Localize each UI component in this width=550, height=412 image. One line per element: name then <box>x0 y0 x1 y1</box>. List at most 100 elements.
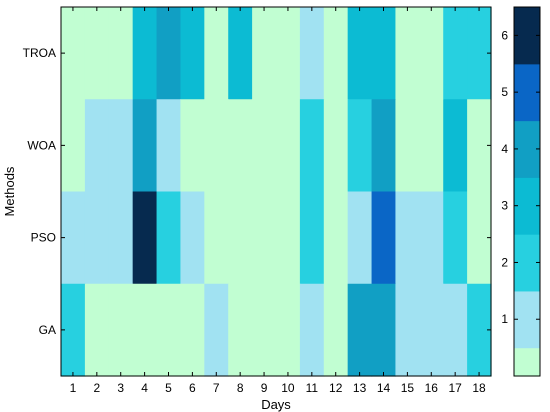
x-axis-title: Days <box>261 397 291 412</box>
x-axis-ticks: 1 2 3 4 5 6 7 8 9 10 11 12 13 14 15 16 17 18 <box>70 7 486 395</box>
heatmap-cell <box>132 7 158 100</box>
heatmap-cell <box>252 7 277 100</box>
heatmap-cell <box>347 283 373 377</box>
heatmap-cell <box>276 283 301 377</box>
heatmap-cell <box>347 191 373 285</box>
heatmap-cell <box>323 283 349 377</box>
colorbar-swatch <box>514 177 540 235</box>
x-tick-label: 13 <box>353 381 367 395</box>
heatmap-cell <box>156 191 182 285</box>
colorbar-tick-label: 3 <box>501 199 508 213</box>
heatmap-cell <box>443 99 468 193</box>
x-tick-label: 10 <box>281 381 295 395</box>
heatmap-cell <box>61 99 86 193</box>
x-tick-label: 1 <box>70 381 77 395</box>
heatmap-cell <box>252 191 277 285</box>
heatmap-cell <box>419 191 444 285</box>
heatmap-cell <box>108 191 134 285</box>
heatmap-cell <box>204 283 229 377</box>
y-axis-title: Methods <box>2 166 17 216</box>
heatmap-cell <box>395 7 420 100</box>
heatmap-cell <box>419 99 444 193</box>
heatmap-cell <box>371 191 397 285</box>
heatmap-cell <box>84 283 110 377</box>
x-tick-label: 9 <box>261 381 268 395</box>
heatmap-cell <box>276 191 301 285</box>
x-tick-label: 7 <box>213 381 220 395</box>
heatmap-cell <box>276 99 301 193</box>
heatmap-cell <box>180 7 205 100</box>
heatmap-cell <box>228 7 253 100</box>
heatmap-cell <box>156 99 182 193</box>
x-tick-label: 12 <box>329 381 343 395</box>
heatmap-cell <box>108 99 134 193</box>
heatmap-cell <box>156 7 182 100</box>
y-axis-ticks: TROA WOA PSO GA <box>23 46 491 337</box>
heatmap-cell <box>276 7 301 100</box>
heatmap-cell <box>299 191 325 285</box>
heatmap-cell <box>61 7 86 100</box>
x-tick-label: 5 <box>165 381 172 395</box>
y-tick-label: TROA <box>23 46 56 60</box>
colorbar-swatch <box>514 63 540 122</box>
y-tick-label: WOA <box>27 138 56 152</box>
heatmap-cell <box>395 283 420 377</box>
heatmap-cell <box>252 99 277 193</box>
heatmap-cell <box>347 7 373 100</box>
x-tick-label: 17 <box>448 381 462 395</box>
heatmap-cell <box>204 99 229 193</box>
heatmap-cell <box>180 99 205 193</box>
heatmap-cell <box>395 191 420 285</box>
heatmap-cell <box>347 99 373 193</box>
heatmap-cell <box>323 7 349 100</box>
heatmap-cell <box>84 191 110 285</box>
heatmap-cell <box>180 191 205 285</box>
heatmap-cell <box>108 283 134 377</box>
colorbar-frame <box>513 6 541 377</box>
heatmap-cell <box>419 7 444 100</box>
colorbar-tick-label: 5 <box>501 85 508 99</box>
y-tick-label: GA <box>39 323 56 337</box>
colorbar-swatch <box>514 7 540 65</box>
x-tick-label: 11 <box>306 381 319 395</box>
colorbar-swatch <box>514 120 540 178</box>
heatmap-cell <box>228 191 253 285</box>
heatmap-cell <box>371 99 397 193</box>
heatmap-cell <box>323 191 349 285</box>
x-tick-label: 6 <box>189 381 196 395</box>
x-tick-label: 2 <box>93 381 100 395</box>
heatmap-cell <box>371 7 397 100</box>
x-tick-label: 18 <box>472 381 486 395</box>
heatmap-cell <box>132 283 158 377</box>
heatmap-cells <box>61 7 492 377</box>
heatmap-cell <box>132 99 158 193</box>
colorbar-tick-label: 1 <box>501 312 508 326</box>
heatmap-cell <box>228 283 253 377</box>
heatmap-cell <box>443 283 468 377</box>
heatmap-cell <box>443 7 468 100</box>
heatmap-cell <box>132 191 158 285</box>
plot-frame <box>60 6 492 377</box>
x-tick-label: 14 <box>377 381 391 395</box>
heatmap-cell <box>419 283 444 377</box>
colorbar: 1 2 3 4 5 6 <box>501 6 541 377</box>
colorbar-tick-label: 2 <box>501 255 508 269</box>
colorbar-swatch <box>514 290 540 349</box>
heatmap-cell <box>371 283 397 377</box>
heatmap-cell <box>180 283 205 377</box>
heatmap-cell <box>443 191 468 285</box>
heatmap-cell <box>84 7 110 100</box>
heatmap-cell <box>228 99 253 193</box>
heatmap-cell <box>299 283 325 377</box>
x-tick-label: 15 <box>401 381 415 395</box>
heatmap-cell <box>299 7 325 100</box>
x-tick-label: 8 <box>237 381 244 395</box>
colorbar-swatch <box>514 234 540 292</box>
heatmap-cell <box>156 283 182 377</box>
x-tick-label: 3 <box>117 381 124 395</box>
heatmap-cell <box>204 7 229 100</box>
colorbar-tick-label: 6 <box>501 28 508 42</box>
y-tick-label: PSO <box>31 231 56 245</box>
heatmap-cell <box>252 283 277 377</box>
